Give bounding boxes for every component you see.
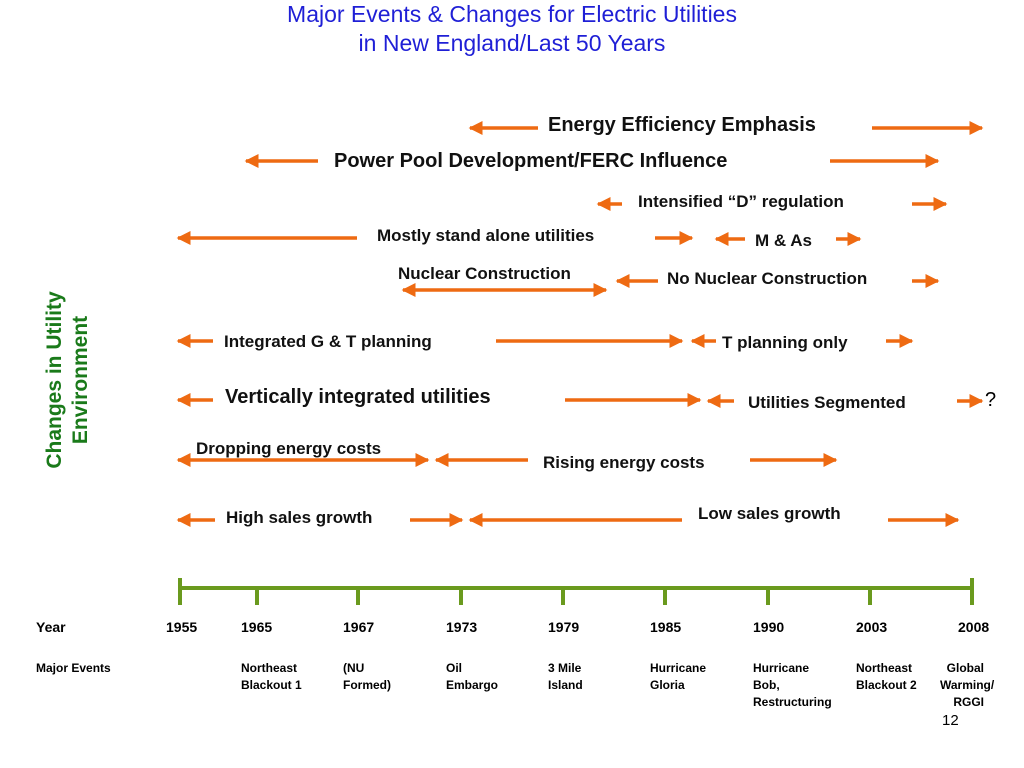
event-2008: Global Warming/ RGGI [940, 661, 995, 709]
event-1973: Oil Embargo [446, 661, 499, 692]
event-1965: Northeast Blackout 1 [241, 661, 302, 692]
event-2003: Northeast Blackout 2 [856, 661, 917, 692]
year-2008: 2008 [958, 619, 990, 635]
label-stand-alone: Mostly stand alone utilities [377, 226, 595, 245]
label-m-and-a: M & As [755, 231, 812, 250]
label-energy-efficiency: Energy Efficiency Emphasis [548, 114, 816, 136]
year-1965: 1965 [241, 619, 273, 635]
label-dropping-costs: Dropping energy costs [196, 439, 382, 458]
title-line-1: Major Events & Changes for Electric Util… [287, 1, 737, 27]
label-utilities-segmented: Utilities Segmented [748, 393, 906, 412]
label-power-pool: Power Pool Development/FERC Influence [334, 150, 728, 172]
year-1955: 1955 [166, 619, 198, 635]
label-integrated-gt: Integrated G & T planning [224, 332, 432, 351]
slide-title: Major Events & Changes for Electric Util… [0, 0, 1024, 58]
year-1973: 1973 [446, 619, 478, 635]
label-no-nuclear-construction: No Nuclear Construction [667, 269, 868, 288]
label-t-planning: T planning only [722, 333, 848, 352]
year-2003: 2003 [856, 619, 888, 635]
year-row-label: Year [36, 619, 66, 635]
year-1979: 1979 [548, 619, 580, 635]
label-rising-costs: Rising energy costs [543, 453, 705, 472]
label-vertically-integrated: Vertically integrated utilities [225, 386, 491, 408]
event-1985: Hurricane Gloria [650, 661, 707, 692]
major-events-row-label: Major Events [36, 661, 111, 675]
year-1967: 1967 [343, 619, 375, 635]
event-1967: (NU Formed) [343, 661, 391, 692]
year-1985: 1985 [650, 619, 682, 635]
event-1990: Hurricane Bob, Restructuring [753, 661, 832, 709]
label-high-growth: High sales growth [226, 508, 373, 527]
page-number: 12 [942, 712, 959, 729]
event-1979: 3 Mile Island [548, 661, 583, 692]
label-low-growth: Low sales growth [698, 504, 841, 523]
label-intensified-d: Intensified “D” regulation [638, 192, 844, 211]
label-nuclear-construction: Nuclear Construction [398, 264, 571, 283]
year-1990: 1990 [753, 619, 785, 635]
title-line-2: in New England/Last 50 Years [358, 30, 666, 56]
label-question-mark: ? [985, 389, 997, 411]
